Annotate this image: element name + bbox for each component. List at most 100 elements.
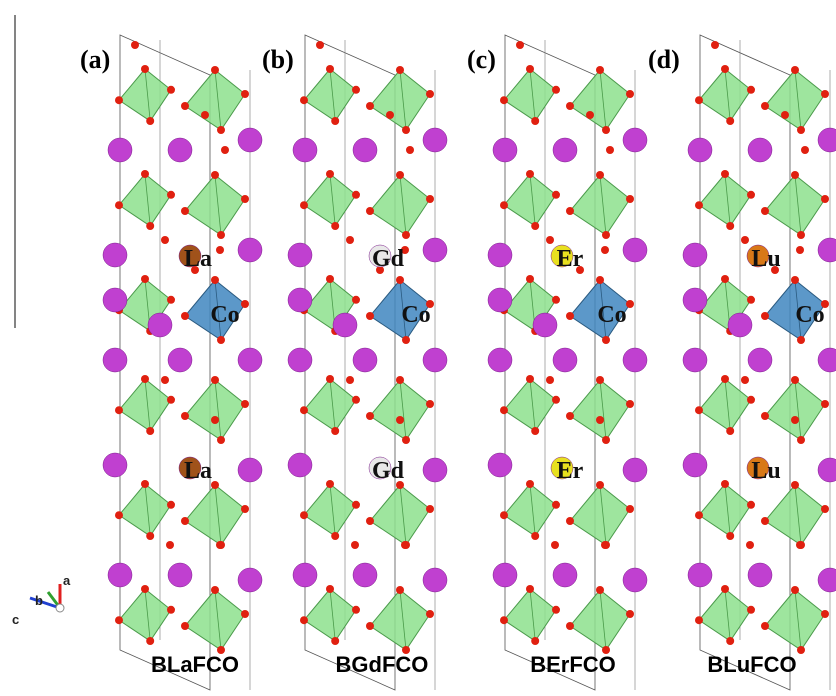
atom xyxy=(102,347,128,373)
atom xyxy=(292,137,318,163)
atom xyxy=(622,567,648,593)
origin xyxy=(55,603,65,613)
oxygen xyxy=(326,170,334,178)
oxygen xyxy=(161,376,169,384)
oxygen xyxy=(821,505,829,513)
octahedron xyxy=(303,68,357,122)
site-label: Co xyxy=(401,302,430,328)
oxygen xyxy=(211,276,219,284)
oxygen xyxy=(546,376,554,384)
oxygen xyxy=(181,412,189,420)
oxygen xyxy=(146,117,155,125)
oxygen xyxy=(500,616,508,625)
oxygen xyxy=(721,375,729,383)
oxygen xyxy=(396,416,404,424)
oxygen xyxy=(352,190,360,199)
oxygen xyxy=(747,395,755,404)
oxygen xyxy=(531,427,540,435)
oxygen xyxy=(366,622,374,630)
oxygen xyxy=(791,376,799,384)
oxygen xyxy=(526,275,534,283)
oxygen xyxy=(586,111,594,119)
oxygen xyxy=(797,231,805,239)
oxygen xyxy=(217,336,225,344)
oxygen xyxy=(366,312,374,320)
site-label: Gd xyxy=(372,458,405,484)
atom xyxy=(727,312,753,338)
atom xyxy=(492,562,518,588)
axis-label: a xyxy=(63,573,71,588)
oxygen xyxy=(300,511,308,520)
octahedron xyxy=(698,483,752,537)
octahedron-edge xyxy=(144,173,151,227)
axis-label: c xyxy=(12,612,19,627)
site-label: Er xyxy=(557,458,584,484)
oxygen xyxy=(331,117,340,125)
octahedron-edge xyxy=(144,483,151,537)
oxygen xyxy=(791,66,799,74)
oxygen xyxy=(546,236,554,244)
oxygen xyxy=(217,231,225,239)
oxygen xyxy=(821,400,829,408)
oxygen xyxy=(726,532,735,540)
oxygen xyxy=(596,66,604,74)
site-label: Gd xyxy=(372,246,405,272)
oxygen xyxy=(741,376,749,384)
atom xyxy=(817,567,836,593)
oxygen xyxy=(352,500,360,509)
oxygen xyxy=(761,517,769,525)
oxygen xyxy=(721,585,729,593)
oxygen xyxy=(366,102,374,110)
oxygen xyxy=(241,90,249,98)
octahedron-edge xyxy=(794,69,802,131)
octahedron-edge xyxy=(794,174,802,236)
atom xyxy=(107,562,133,588)
octahedron-edge xyxy=(399,69,407,131)
octahedron-edge xyxy=(599,589,607,651)
oxygen xyxy=(426,400,434,408)
octahedron-edge xyxy=(214,174,222,236)
oxygen xyxy=(241,300,249,308)
oxygen xyxy=(217,126,225,134)
oxygen xyxy=(326,375,334,383)
atom xyxy=(167,137,193,163)
oxygen xyxy=(566,312,574,320)
unit-cell xyxy=(504,34,596,691)
atom xyxy=(552,137,578,163)
oxygen xyxy=(596,276,604,284)
octahedron xyxy=(184,174,246,236)
oxygen xyxy=(791,276,799,284)
oxygen xyxy=(626,195,634,203)
oxygen xyxy=(426,505,434,513)
octahedron-edge xyxy=(529,378,536,432)
oxygen xyxy=(167,500,175,509)
oxygen xyxy=(326,480,334,488)
oxygen xyxy=(602,231,610,239)
oxygen xyxy=(141,65,149,73)
oxygen xyxy=(566,517,574,525)
oxygen xyxy=(216,541,224,549)
atom xyxy=(368,456,392,480)
oxygen xyxy=(326,275,334,283)
octahedron-edge xyxy=(144,378,151,432)
octahedron-edge xyxy=(329,378,336,432)
oxygen xyxy=(167,190,175,199)
oxygen xyxy=(115,201,123,210)
oxygen xyxy=(181,102,189,110)
oxygen xyxy=(386,111,394,119)
oxygen xyxy=(761,102,769,110)
octahedron xyxy=(118,378,172,432)
octahedron-edge xyxy=(529,68,536,122)
oxygen xyxy=(747,190,755,199)
structures xyxy=(102,34,836,691)
oxygen xyxy=(211,66,219,74)
atom xyxy=(487,347,513,373)
oxygen xyxy=(146,427,155,435)
atom xyxy=(746,244,770,268)
oxygen xyxy=(626,90,634,98)
oxygen xyxy=(352,85,360,94)
atom xyxy=(622,127,648,153)
oxygen xyxy=(526,375,534,383)
atom xyxy=(352,137,378,163)
octahedron-edge xyxy=(329,173,336,227)
